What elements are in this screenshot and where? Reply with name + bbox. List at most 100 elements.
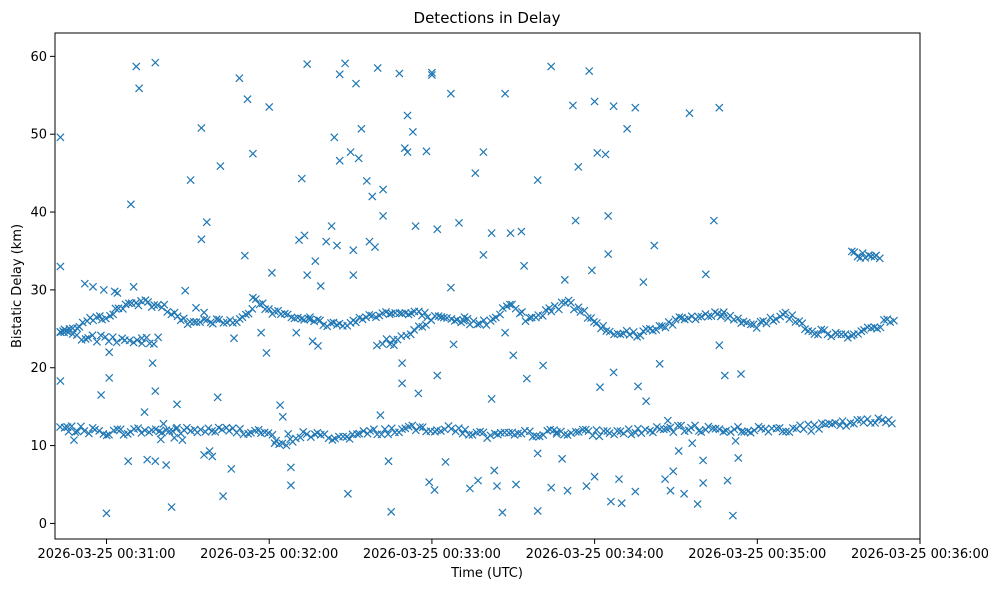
detection-point — [170, 433, 179, 442]
detection-point — [539, 361, 548, 370]
detection-point — [330, 133, 339, 142]
detection-point — [533, 176, 542, 185]
detection-point — [661, 475, 670, 484]
y-tick-label: 50 — [30, 128, 47, 143]
detection-point — [311, 257, 320, 266]
detection-point — [257, 328, 266, 337]
detection-point — [265, 102, 274, 112]
detection-point — [102, 431, 111, 440]
detection-point — [384, 457, 393, 466]
detection-point — [215, 315, 224, 324]
detection-point — [137, 428, 146, 437]
detection-point — [655, 321, 664, 330]
detection-point — [517, 307, 527, 317]
detection-point — [354, 154, 363, 163]
detection-point — [300, 231, 309, 240]
detection-point — [75, 322, 84, 331]
detection-point — [216, 162, 225, 171]
detection-point — [95, 426, 104, 435]
detection-point — [172, 400, 182, 409]
detection-point — [685, 109, 694, 118]
detection-point — [134, 424, 143, 433]
detection-point — [604, 250, 613, 259]
detection-point — [617, 499, 626, 508]
detection-point — [132, 62, 141, 71]
detection-point — [151, 457, 160, 466]
detection-point — [153, 301, 162, 310]
detection-point — [373, 63, 382, 73]
detection-point — [305, 313, 314, 322]
detection-point — [112, 338, 121, 347]
detection-point — [731, 436, 740, 445]
x-axis-label: Time (UTC) — [450, 566, 523, 581]
detection-point — [421, 320, 431, 329]
detection-point — [817, 325, 826, 334]
detection-point — [197, 123, 206, 133]
detection-point — [441, 457, 450, 466]
detection-point — [715, 341, 724, 350]
detection-point — [704, 312, 713, 321]
detection-point — [370, 243, 380, 252]
detection-point — [599, 426, 608, 436]
detection-point — [479, 428, 488, 437]
detection-point — [133, 336, 142, 345]
detection-point — [762, 319, 771, 328]
detection-point — [642, 325, 651, 334]
detection-point — [479, 250, 488, 259]
detection-point — [486, 431, 495, 440]
detection-point — [587, 266, 596, 275]
detection-point — [629, 327, 638, 337]
detection-point — [479, 148, 488, 157]
detection-point — [387, 507, 396, 516]
detection-point — [154, 333, 163, 342]
detection-point — [299, 427, 308, 436]
detection-point — [418, 322, 427, 331]
y-tick-label: 20 — [30, 361, 47, 376]
detection-point — [268, 430, 277, 439]
detection-point — [343, 489, 352, 498]
detection-point — [669, 467, 678, 476]
detection-point — [798, 319, 807, 328]
detection-point — [447, 424, 456, 433]
detection-point — [733, 422, 743, 431]
detection-point — [718, 310, 727, 319]
detection-point — [709, 216, 718, 225]
detection-point — [278, 412, 287, 421]
detection-point — [144, 297, 153, 307]
x-tick-label: 2026-03-25 00:35:00 — [688, 547, 826, 562]
detection-point — [471, 169, 480, 178]
detection-point — [614, 475, 624, 484]
detection-point — [368, 192, 377, 201]
detection-point — [533, 506, 542, 516]
detection-point — [592, 319, 601, 328]
detection-point — [151, 425, 160, 434]
detection-point — [282, 441, 291, 450]
detection-point — [633, 382, 643, 391]
detection-point — [64, 427, 73, 436]
detection-point — [402, 331, 411, 340]
detection-point — [813, 330, 823, 339]
chart-title: Detections in Delay — [414, 9, 561, 27]
detection-point — [406, 330, 415, 339]
detection-point — [411, 426, 420, 435]
detection-point — [126, 200, 135, 209]
detection-point — [688, 439, 697, 448]
detection-point — [129, 338, 138, 347]
detection-point — [666, 423, 675, 432]
detection-point — [403, 111, 412, 120]
detection-point — [398, 359, 407, 368]
detection-point — [261, 305, 270, 314]
detection-point — [159, 419, 168, 428]
detection-point — [303, 271, 312, 280]
scatter-points — [56, 58, 898, 520]
detection-point — [376, 411, 385, 420]
y-tick-label: 10 — [30, 439, 47, 454]
detection-point — [248, 149, 257, 158]
detection-point — [316, 281, 325, 291]
y-tick-label: 40 — [30, 206, 47, 221]
detection-point — [661, 323, 670, 332]
detection-point — [574, 303, 583, 312]
detection-point — [81, 334, 90, 344]
detection-point — [454, 218, 464, 227]
detection-point — [200, 450, 209, 459]
